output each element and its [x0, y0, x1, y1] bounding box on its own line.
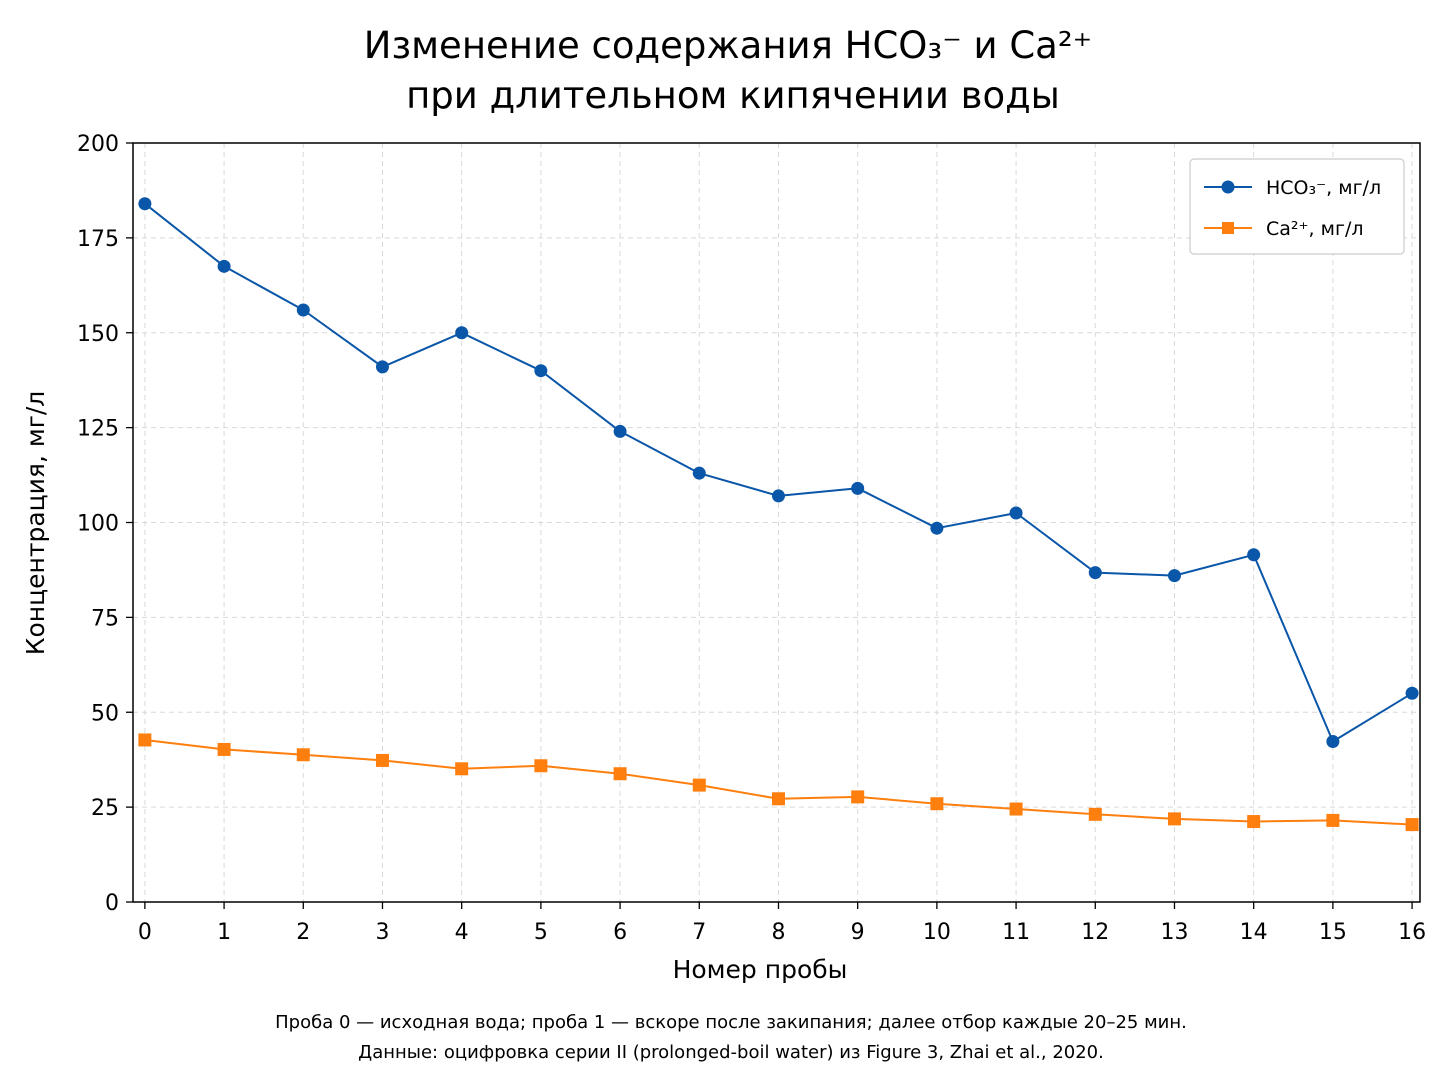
y-axis-label: Концентрация, мг/л — [21, 391, 50, 655]
series-0-point-1 — [217, 259, 231, 273]
series-0-point-11 — [1009, 506, 1023, 520]
chart-title-line2: при длительном кипячении воды — [406, 74, 1060, 117]
series-1-point-0 — [138, 733, 152, 747]
y-tick-label-150: 150 — [77, 322, 119, 347]
legend-label-hco3: HCO₃⁻, мг/л — [1266, 177, 1381, 199]
x-tick-label-4: 4 — [455, 920, 469, 945]
series-1-point-1 — [217, 742, 231, 756]
x-tick-label-11: 11 — [1002, 920, 1030, 945]
x-tick-label-8: 8 — [771, 920, 785, 945]
series-1-point-5 — [534, 759, 548, 773]
x-tick-label-9: 9 — [851, 920, 865, 945]
series-0-point-8 — [771, 489, 785, 503]
series-0-point-6 — [613, 424, 627, 438]
x-tick-label-2: 2 — [296, 920, 310, 945]
chart-title-line1: Изменение содержания HCO₃⁻ и Ca²⁺ — [364, 24, 1092, 67]
series-1-point-14 — [1247, 815, 1261, 829]
x-tick-label-14: 14 — [1240, 920, 1268, 945]
series-0-point-16 — [1405, 686, 1419, 700]
series-0-point-3 — [375, 360, 389, 374]
y-tick-label-100: 100 — [77, 512, 119, 537]
x-tick-label-0: 0 — [138, 920, 152, 945]
y-tick-label-50: 50 — [91, 701, 119, 726]
y-tick-label-0: 0 — [105, 891, 119, 916]
series-1-point-6 — [613, 767, 627, 781]
series-1-point-10 — [930, 797, 944, 811]
series-1-point-2 — [296, 748, 310, 762]
series-1-point-4 — [455, 762, 469, 776]
x-tick-label-12: 12 — [1081, 920, 1109, 945]
series-1-point-9 — [851, 790, 865, 804]
series-0 — [138, 197, 1419, 748]
series-0-point-4 — [455, 326, 469, 340]
legend: HCO₃⁻, мг/л Ca²⁺, мг/л — [1189, 158, 1405, 255]
footnote-line2: Данные: оцифровка серии II (prolonged-bo… — [358, 1042, 1104, 1063]
legend-marker-ca — [1222, 222, 1234, 234]
y-tick-label-75: 75 — [91, 606, 119, 631]
x-tick-label-7: 7 — [692, 920, 706, 945]
x-tick-label-1: 1 — [217, 920, 231, 945]
series-0-point-2 — [296, 303, 310, 317]
series-1-point-7 — [692, 778, 706, 792]
series-1-point-3 — [375, 753, 389, 767]
data-series — [138, 197, 1419, 832]
x-tick-label-10: 10 — [923, 920, 951, 945]
x-tick-label-5: 5 — [534, 920, 548, 945]
series-0-point-15 — [1326, 734, 1340, 748]
series-0-point-14 — [1247, 548, 1261, 562]
series-1-point-12 — [1088, 807, 1102, 821]
axes — [126, 142, 1421, 909]
series-1-point-16 — [1405, 818, 1419, 832]
series-0-point-10 — [930, 521, 944, 535]
series-1 — [138, 733, 1419, 832]
footnote-line1: Проба 0 — исходная вода; проба 1 — вскор… — [275, 1012, 1187, 1033]
series-0-point-12 — [1088, 566, 1102, 580]
legend-box — [1189, 158, 1405, 255]
y-tick-label-25: 25 — [91, 796, 119, 821]
x-tick-label-3: 3 — [375, 920, 389, 945]
x-tick-label-6: 6 — [613, 920, 627, 945]
series-0-point-0 — [138, 197, 152, 211]
x-tick-label-13: 13 — [1160, 920, 1188, 945]
series-0-point-7 — [692, 466, 706, 480]
series-1-point-13 — [1167, 812, 1181, 826]
x-tick-label-15: 15 — [1319, 920, 1347, 945]
legend-marker-hco3 — [1221, 180, 1235, 194]
legend-label-ca: Ca²⁺, мг/л — [1266, 218, 1364, 240]
x-axis-label: Номер пробы — [673, 955, 848, 984]
y-tick-label-200: 200 — [77, 132, 119, 157]
series-0-point-13 — [1167, 569, 1181, 583]
y-tick-label-175: 175 — [77, 227, 119, 252]
series-1-point-11 — [1009, 802, 1023, 816]
grid-lines — [133, 143, 1420, 902]
series-0-point-9 — [851, 481, 865, 495]
series-1-point-8 — [771, 792, 785, 806]
y-tick-label-125: 125 — [77, 417, 119, 442]
series-1-point-15 — [1326, 813, 1340, 827]
series-0-point-5 — [534, 364, 548, 378]
x-tick-label-16: 16 — [1398, 920, 1426, 945]
